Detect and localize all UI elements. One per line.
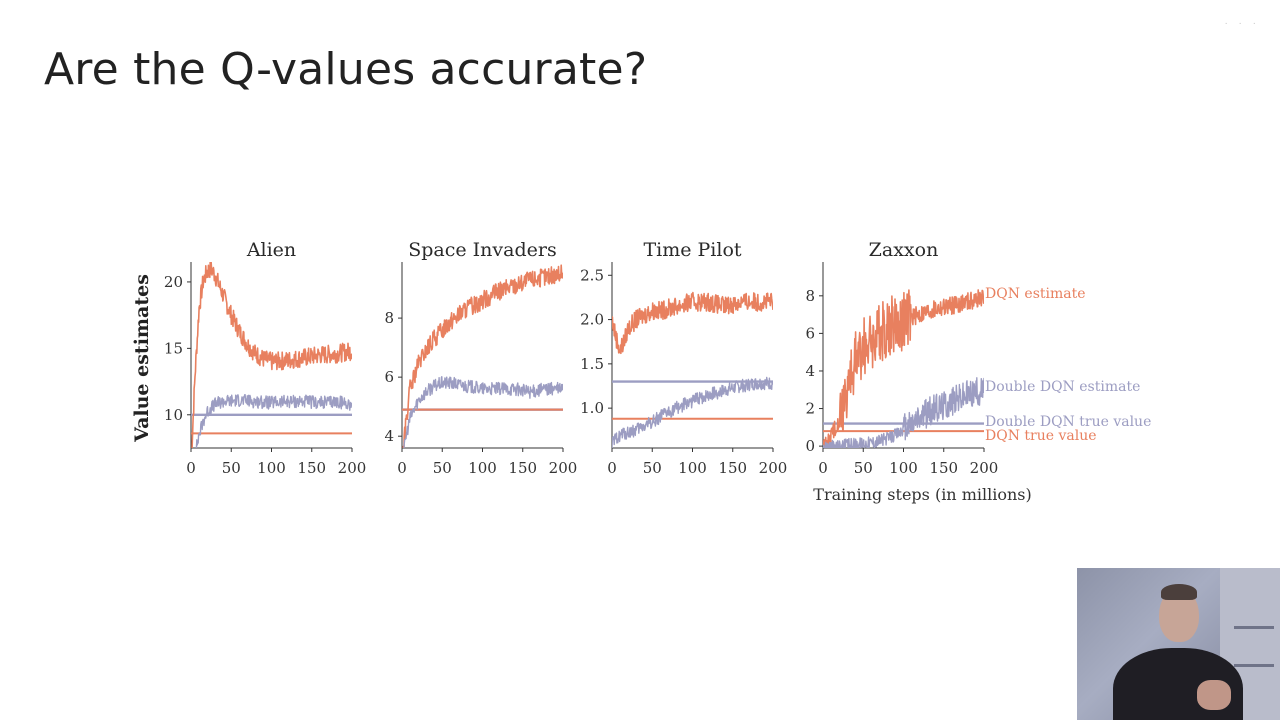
chart-title: Space Invaders bbox=[408, 239, 556, 261]
y-tick-label: 15 bbox=[164, 339, 183, 357]
double-dqn-estimate-series bbox=[195, 394, 352, 448]
y-tick-label: 1.0 bbox=[580, 399, 604, 417]
dqn-estimate-series bbox=[191, 262, 352, 448]
double-dqn-estimate-series bbox=[612, 376, 773, 448]
dqn-estimate-series bbox=[612, 291, 773, 355]
y-tick-label: 1.5 bbox=[580, 355, 604, 373]
y-tick-label: 2 bbox=[805, 400, 815, 418]
y-tick-label: 10 bbox=[164, 406, 183, 424]
plot-area bbox=[191, 262, 352, 448]
series-label: Double DQN estimate bbox=[985, 379, 1140, 395]
y-tick-label: 6 bbox=[384, 368, 394, 386]
y-axis-label: Value estimates bbox=[131, 274, 153, 443]
chart-panel-1: Space Invaders 0 50 100 150 200 4 6 8 bbox=[384, 239, 577, 477]
x-tick-label: 0 bbox=[818, 459, 828, 477]
slide-title: Are the Q-values accurate? bbox=[44, 44, 648, 95]
y-tick-label: 2.5 bbox=[580, 266, 604, 284]
webcam-shelf bbox=[1234, 664, 1274, 667]
x-tick-label: 100 bbox=[257, 459, 286, 477]
y-tick-label: 4 bbox=[805, 362, 815, 380]
x-tick-label: 100 bbox=[468, 459, 497, 477]
plot-area bbox=[402, 264, 563, 448]
x-tick-label: 0 bbox=[397, 459, 407, 477]
x-tick-label: 50 bbox=[222, 459, 241, 477]
chart-panel-2: Time Pilot 0 50 100 150 200 1.0 1.5 2.0 2.5 bbox=[580, 239, 787, 477]
x-tick-label: 100 bbox=[889, 459, 918, 477]
y-tick-label: 6 bbox=[805, 324, 815, 342]
x-tick-label: 100 bbox=[678, 459, 707, 477]
x-tick-label: 200 bbox=[338, 459, 367, 477]
x-tick-label: 200 bbox=[759, 459, 788, 477]
chart-panel-0: Alien 0 50 100 150 200 10 15 20 Value estimates bbox=[131, 239, 366, 477]
y-tick-label: 8 bbox=[805, 287, 815, 305]
double-dqn-estimate-series bbox=[403, 376, 563, 448]
presenter-hair bbox=[1161, 584, 1197, 600]
y-tick-label: 2.0 bbox=[580, 311, 604, 329]
x-tick-label: 200 bbox=[970, 459, 999, 477]
chart-panel-3: Zaxxon 0 50 100 150 200 0 2 4 6 8 Training steps (i… bbox=[805, 239, 1151, 504]
series-label: DQN estimate bbox=[985, 286, 1086, 302]
x-tick-label: 200 bbox=[549, 459, 578, 477]
plot-area bbox=[612, 291, 773, 448]
series-label: DQN true value bbox=[985, 428, 1097, 444]
x-tick-label: 50 bbox=[433, 459, 452, 477]
x-tick-label: 50 bbox=[854, 459, 873, 477]
x-tick-label: 150 bbox=[929, 459, 958, 477]
y-tick-label: 0 bbox=[805, 437, 815, 455]
presenter-hand bbox=[1197, 680, 1231, 710]
x-tick-label: 150 bbox=[718, 459, 747, 477]
presenter-webcam bbox=[1077, 568, 1280, 720]
chart-title: Zaxxon bbox=[869, 239, 939, 261]
series-label: Double DQN true value bbox=[985, 414, 1151, 430]
corner-controls-icon: · · · bbox=[1224, 18, 1260, 29]
x-tick-label: 150 bbox=[508, 459, 537, 477]
chart-title: Time Pilot bbox=[643, 239, 741, 261]
x-tick-label: 0 bbox=[607, 459, 617, 477]
dqn-estimate-series bbox=[402, 264, 563, 448]
x-axis-label: Training steps (in millions) bbox=[813, 485, 1031, 504]
x-tick-label: 0 bbox=[186, 459, 196, 477]
y-tick-label: 8 bbox=[384, 309, 394, 327]
webcam-shelf bbox=[1234, 626, 1274, 629]
dqn-estimate-series bbox=[823, 289, 984, 448]
chart-title: Alien bbox=[246, 239, 296, 261]
x-tick-label: 150 bbox=[297, 459, 326, 477]
x-tick-label: 50 bbox=[643, 459, 662, 477]
plot-area bbox=[823, 289, 984, 448]
double-dqn-estimate-series bbox=[823, 377, 984, 448]
y-tick-label: 4 bbox=[384, 427, 394, 445]
y-tick-label: 20 bbox=[164, 273, 183, 291]
